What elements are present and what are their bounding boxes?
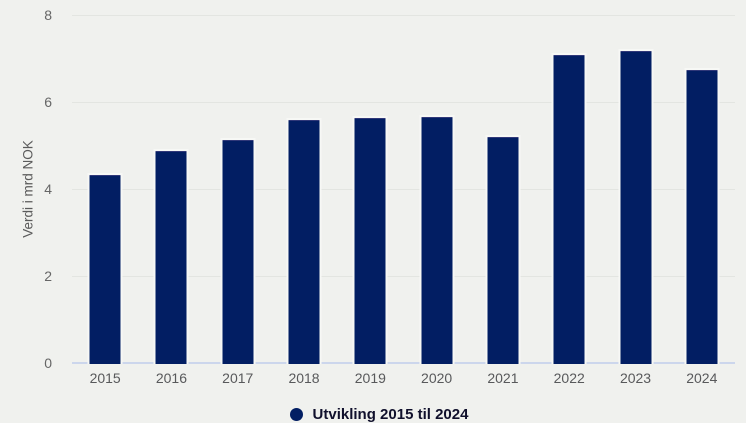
x-tick-label: 2022 xyxy=(553,370,585,386)
bar-2020[interactable] xyxy=(419,115,455,364)
gridline xyxy=(72,102,735,103)
bar-2015[interactable] xyxy=(87,172,123,364)
bar-2017[interactable] xyxy=(220,137,256,364)
bar-slot xyxy=(72,15,138,364)
gridline xyxy=(72,276,735,277)
bar-2022[interactable] xyxy=(551,53,587,364)
gridline xyxy=(72,189,735,190)
y-tick-label: 4 xyxy=(44,181,52,197)
bar-2018[interactable] xyxy=(286,117,322,364)
bar-slot xyxy=(669,15,735,364)
y-tick-label: 8 xyxy=(44,7,52,23)
bar-slot xyxy=(205,15,271,364)
x-tick-label: 2016 xyxy=(155,370,188,386)
x-tick-label: 2023 xyxy=(619,370,652,386)
bar-2024[interactable] xyxy=(684,67,720,364)
bar-2019[interactable] xyxy=(352,116,388,364)
legend[interactable]: Utvikling 2015 til 2024 xyxy=(0,406,746,423)
x-tick-label: 2017 xyxy=(222,370,254,386)
plot-area xyxy=(72,15,735,364)
bar-slot xyxy=(271,15,337,364)
bar-slot xyxy=(337,15,403,364)
y-axis-tick-labels: 0 2 4 6 8 xyxy=(12,7,52,371)
x-tick-label: 2015 xyxy=(89,370,121,386)
bar-2023[interactable] xyxy=(618,48,654,364)
bar-series xyxy=(72,15,735,364)
bar-2021[interactable] xyxy=(485,134,521,364)
bar-2016[interactable] xyxy=(153,148,189,364)
x-axis-tick-labels: 2015 2016 2017 2018 2019 2020 2021 2022 2023 2024 xyxy=(72,370,735,386)
bar-slot xyxy=(138,15,204,364)
gridline xyxy=(72,15,735,16)
legend-marker-icon xyxy=(289,408,303,421)
x-tick-label: 2019 xyxy=(354,370,386,386)
y-tick-label: 0 xyxy=(44,355,52,371)
y-tick-label: 6 xyxy=(44,94,52,110)
legend-label: Utvikling 2015 til 2024 xyxy=(312,406,469,423)
bar-slot xyxy=(536,15,602,364)
x-axis-line xyxy=(72,362,735,364)
x-tick-label: 2021 xyxy=(487,370,519,386)
x-tick-label: 2020 xyxy=(421,370,453,386)
bar-slot xyxy=(602,15,668,364)
bar-slot xyxy=(403,15,469,364)
x-tick-label: 2018 xyxy=(288,370,320,386)
y-tick-label: 2 xyxy=(44,268,52,284)
x-tick-label: 2024 xyxy=(686,370,718,386)
bar-slot xyxy=(470,15,536,364)
